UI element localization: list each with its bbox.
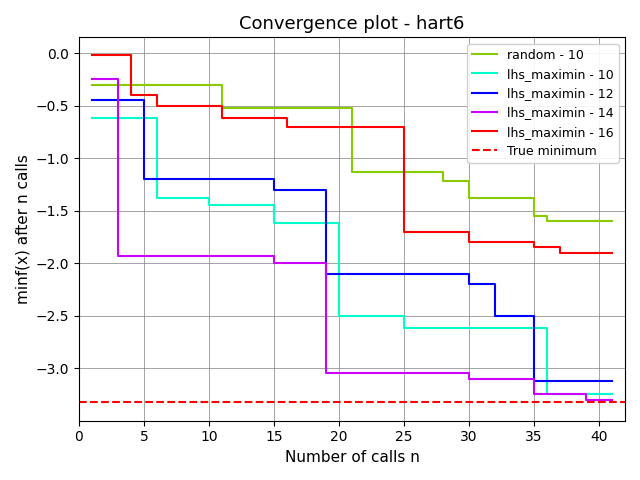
- Line: random - 10: random - 10: [92, 84, 612, 221]
- lhs_maximin - 16: [153, 103, 161, 108]
- lhs_maximin - 12: [140, 176, 148, 182]
- lhs_maximin - 12: [88, 97, 96, 103]
- lhs_maximin - 10: [413, 325, 421, 331]
- lhs_maximin - 14: [270, 260, 278, 266]
- lhs_maximin - 16: [127, 92, 135, 98]
- lhs_maximin - 10: [608, 392, 616, 397]
- lhs_maximin - 16: [283, 124, 291, 130]
- lhs_maximin - 16: [465, 239, 473, 245]
- lhs_maximin - 14: [413, 371, 421, 376]
- lhs_maximin - 10: [283, 220, 291, 226]
- random - 10: [218, 105, 226, 110]
- random - 10: [348, 169, 356, 175]
- lhs_maximin - 10: [153, 195, 161, 201]
- lhs_maximin - 14: [114, 253, 122, 259]
- lhs_maximin - 14: [543, 392, 551, 397]
- lhs_maximin - 14: [608, 397, 616, 403]
- lhs_maximin - 10: [88, 115, 96, 121]
- lhs_maximin - 16: [231, 115, 239, 121]
- Title: Convergence plot - hart6: Convergence plot - hart6: [239, 15, 465, 33]
- lhs_maximin - 12: [478, 281, 486, 287]
- lhs_maximin - 16: [296, 124, 304, 130]
- lhs_maximin - 14: [127, 253, 135, 259]
- lhs_maximin - 16: [166, 103, 173, 108]
- lhs_maximin - 16: [569, 250, 577, 255]
- random - 10: [270, 105, 278, 110]
- lhs_maximin - 12: [491, 313, 499, 319]
- Line: lhs_maximin - 12: lhs_maximin - 12: [92, 100, 612, 381]
- lhs_maximin - 16: [543, 244, 551, 250]
- lhs_maximin - 10: [270, 220, 278, 226]
- random - 10: [101, 82, 109, 87]
- lhs_maximin - 14: [400, 371, 408, 376]
- random - 10: [166, 82, 173, 87]
- lhs_maximin - 14: [322, 371, 330, 376]
- lhs_maximin - 14: [478, 376, 486, 382]
- random - 10: [543, 218, 551, 224]
- lhs_maximin - 14: [465, 376, 473, 382]
- random - 10: [439, 179, 447, 184]
- random - 10: [153, 82, 161, 87]
- lhs_maximin - 16: [556, 250, 564, 255]
- lhs_maximin - 12: [608, 378, 616, 384]
- lhs_maximin - 12: [101, 97, 109, 103]
- lhs_maximin - 10: [348, 313, 356, 319]
- lhs_maximin - 12: [530, 378, 538, 384]
- lhs_maximin - 14: [335, 371, 343, 376]
- X-axis label: Number of calls n: Number of calls n: [285, 450, 419, 465]
- lhs_maximin - 10: [218, 203, 226, 208]
- lhs_maximin - 12: [283, 187, 291, 192]
- lhs_maximin - 14: [101, 76, 109, 82]
- Line: lhs_maximin - 16: lhs_maximin - 16: [92, 55, 612, 252]
- lhs_maximin - 12: [335, 271, 343, 276]
- Legend: random - 10, lhs_maximin - 10, lhs_maximin - 12, lhs_maximin - 14, lhs_maximin -: random - 10, lhs_maximin - 10, lhs_maxim…: [467, 44, 619, 163]
- lhs_maximin - 10: [101, 115, 109, 121]
- lhs_maximin - 16: [88, 52, 96, 58]
- lhs_maximin - 16: [530, 244, 538, 250]
- lhs_maximin - 14: [283, 260, 291, 266]
- lhs_maximin - 16: [101, 52, 109, 58]
- lhs_maximin - 10: [205, 203, 212, 208]
- random - 10: [608, 218, 616, 224]
- lhs_maximin - 12: [504, 313, 512, 319]
- True minimum: [88, 399, 96, 405]
- lhs_maximin - 16: [608, 250, 616, 255]
- lhs_maximin - 10: [335, 313, 343, 319]
- random - 10: [88, 82, 96, 87]
- lhs_maximin - 12: [543, 378, 551, 384]
- lhs_maximin - 14: [88, 76, 96, 82]
- True minimum: [75, 399, 83, 405]
- lhs_maximin - 12: [153, 176, 161, 182]
- lhs_maximin - 10: [166, 195, 173, 201]
- lhs_maximin - 14: [530, 392, 538, 397]
- Line: lhs_maximin - 10: lhs_maximin - 10: [92, 118, 612, 395]
- lhs_maximin - 10: [556, 392, 564, 397]
- lhs_maximin - 10: [543, 392, 551, 397]
- lhs_maximin - 16: [413, 229, 421, 235]
- lhs_maximin - 12: [322, 271, 330, 276]
- random - 10: [530, 213, 538, 219]
- lhs_maximin - 16: [140, 92, 148, 98]
- lhs_maximin - 16: [218, 115, 226, 121]
- Y-axis label: minf(x) after n calls: minf(x) after n calls: [15, 154, 30, 304]
- lhs_maximin - 16: [400, 229, 408, 235]
- Line: lhs_maximin - 14: lhs_maximin - 14: [92, 79, 612, 400]
- random - 10: [465, 195, 473, 201]
- lhs_maximin - 10: [400, 325, 408, 331]
- lhs_maximin - 16: [478, 239, 486, 245]
- lhs_maximin - 12: [270, 187, 278, 192]
- lhs_maximin - 14: [595, 397, 603, 403]
- lhs_maximin - 12: [465, 281, 473, 287]
- lhs_maximin - 14: [582, 397, 590, 403]
